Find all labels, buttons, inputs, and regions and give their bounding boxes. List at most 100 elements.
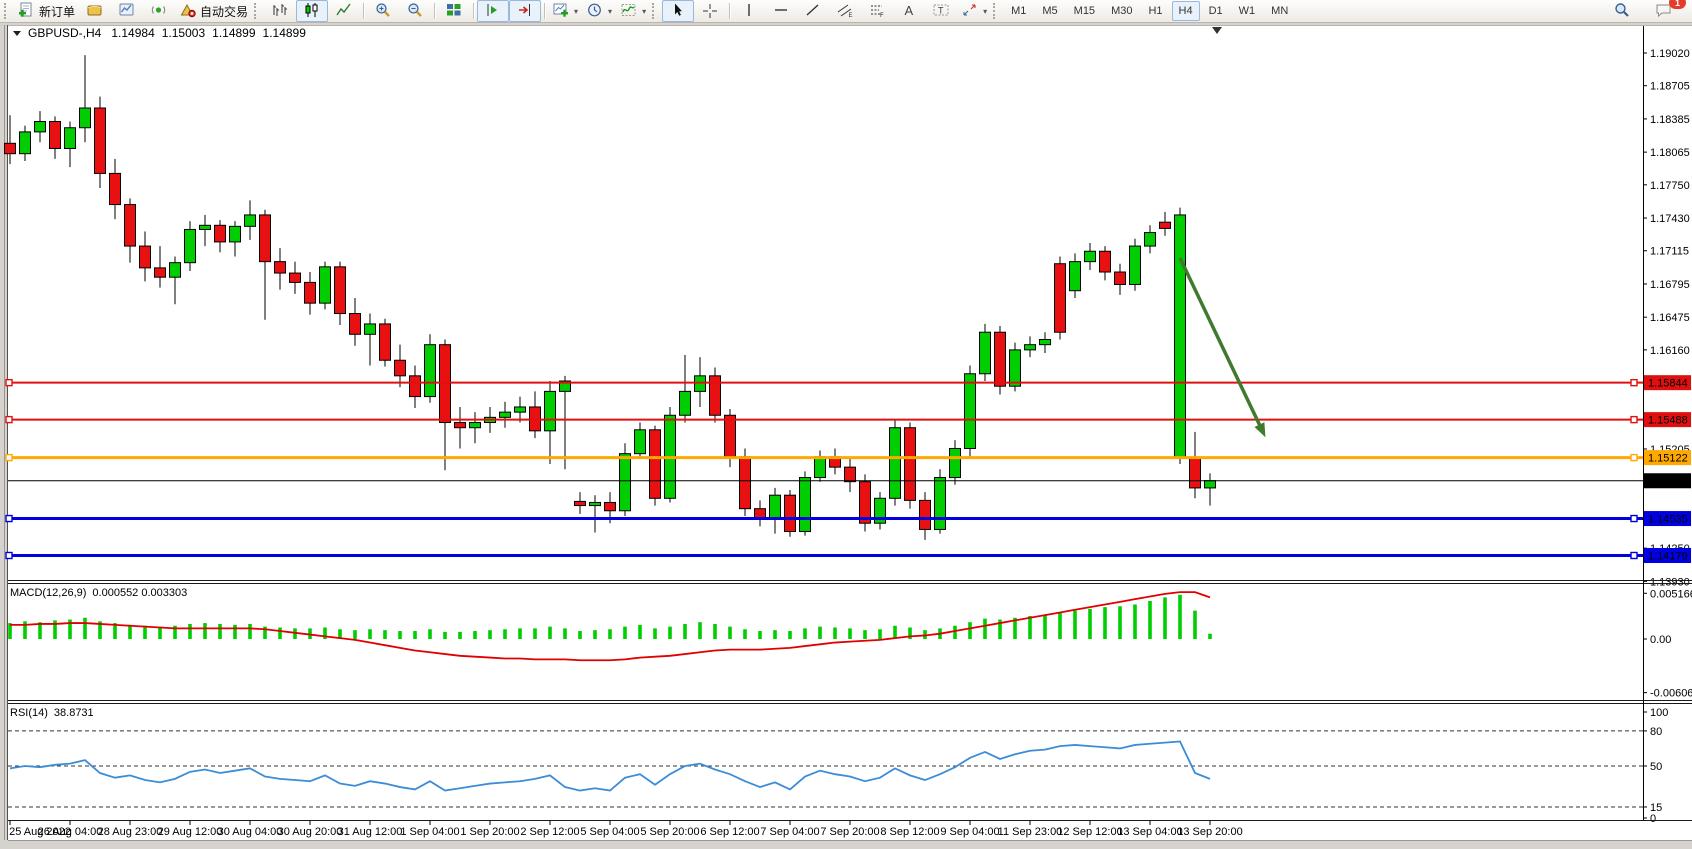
line-handle[interactable] [1630,453,1638,462]
line-handle[interactable] [1630,551,1638,560]
macd-bar [128,624,132,639]
macd-bar [8,623,12,639]
signals-button[interactable] [143,0,175,22]
chart-client-area[interactable] [8,25,1692,840]
macd-bar [758,631,762,639]
svg-text:A: A [905,3,914,18]
tile-windows-button[interactable] [438,0,470,22]
chart-shift-marker[interactable] [1212,27,1222,34]
candle-body [229,225,241,243]
macd-bar [503,629,507,639]
fibonacci-button[interactable]: F [861,0,893,22]
arrow-head[interactable] [1254,422,1266,438]
timeframe-m15-button[interactable]: M15 [1073,5,1096,17]
time-tick-label: 5 Sep 04:00 [580,826,639,838]
candle-body [574,500,586,507]
timeframe-mn-button[interactable]: MN [1271,5,1289,17]
search-button[interactable] [1606,0,1638,22]
notifications-button[interactable]: 1 [1648,0,1686,22]
line-handle[interactable] [1630,415,1638,424]
chart-shift-button[interactable] [477,0,510,22]
text-label-button[interactable]: T [925,0,957,22]
text-button[interactable]: A [893,0,925,22]
timeframe-h1-button[interactable]: H1 [1148,5,1163,17]
line-handle[interactable] [5,378,13,387]
line-handle[interactable] [1630,378,1638,387]
candle-body [619,453,631,512]
candle-body [1204,480,1216,489]
price-tick-label: 1.13930 [1650,576,1690,588]
timeframe-d1-button[interactable]: D1 [1208,5,1223,17]
horizontal-line-button[interactable] [765,0,797,22]
timeframe-h4-button[interactable]: H4 [1171,1,1200,21]
equidistant-channel-button[interactable]: E [829,0,861,22]
candle-body [409,375,421,398]
profiles-dropdown-arrow[interactable]: ▾ [608,6,613,16]
timeframe-m5-button[interactable]: M5 [1042,5,1058,17]
price-line-badge [1644,547,1691,563]
indicators-button[interactable]: ▾ [616,0,650,22]
line-handle[interactable] [5,551,13,560]
candle-body [1054,263,1066,333]
toolbar-separator [473,3,475,19]
candle-body [1069,261,1081,292]
candle-body [799,477,811,533]
data-window-button[interactable] [111,0,143,22]
arrows-button[interactable]: ▾ [957,0,991,22]
macd-bar [1073,610,1077,639]
candle-body [1129,245,1141,285]
toolbar-grip[interactable] [652,3,658,19]
macd-panel[interactable] [8,591,1212,662]
zoom-in-button[interactable] [367,0,399,22]
zoom-out-button[interactable] [399,0,431,22]
toolbar-grip[interactable] [993,3,999,19]
axes-layer[interactable]: 1.19020 1.18705 1.18385 1.18065 1.17750 1.174… [9,48,1692,838]
auto-scroll-button[interactable] [509,0,542,22]
trendline-button[interactable] [797,0,829,22]
vertical-line-button[interactable] [733,0,765,22]
macd-bar [488,630,492,639]
candle-body [454,422,466,429]
arrows-dropdown-arrow[interactable]: ▾ [983,6,988,16]
time-axis[interactable] [8,821,1643,840]
rsi-panel[interactable] [8,730,1643,808]
candle-body [94,107,106,174]
time-tick-label: 29 Aug 12:00 [158,826,223,838]
macd-bar [548,626,552,639]
bar-chart-button[interactable] [264,0,296,22]
line-handle[interactable] [1630,514,1638,523]
candle-body [304,281,316,304]
candle-body [379,323,391,361]
auto-trading-button[interactable]: 自动交易 [175,0,252,22]
timeframe-m30-button[interactable]: M30 [1111,5,1133,17]
line-chart-button[interactable] [328,0,360,22]
chart-menu-arrow-icon[interactable] [13,31,21,36]
candle-body [169,262,181,278]
candlestick-chart-button[interactable] [296,0,329,22]
line-handle[interactable] [5,453,13,462]
profiles-button[interactable]: ▾ [582,0,616,22]
new-chart-dropdown-arrow[interactable]: ▾ [574,6,579,16]
line-handle[interactable] [5,514,13,523]
new-chart-button[interactable]: ▾ [548,0,582,22]
macd-bar [1013,617,1017,639]
time-tick-label: 7 Sep 20:00 [820,826,879,838]
timeframe-m1-button[interactable]: M1 [1011,5,1027,17]
crosshair-button[interactable] [694,0,726,22]
cursor-icon [669,2,687,21]
time-tick-label: 5 Sep 20:00 [640,826,699,838]
toolbar-grip[interactable] [254,3,260,19]
line-handle[interactable] [5,415,13,424]
svg-text:E: E [849,13,853,18]
time-tick-label: 25 Aug 2022 [9,826,71,838]
cursor-button[interactable] [662,0,695,22]
market-watch-button[interactable] [79,0,111,22]
arrow-annotation[interactable] [1178,257,1264,431]
timeframe-w1-button[interactable]: W1 [1238,5,1256,17]
toolbar-grip[interactable] [4,3,10,19]
main-chart-panel[interactable] [4,55,1644,560]
price-axis[interactable] [1644,25,1692,820]
new-order-button[interactable]: 新订单 [14,0,79,22]
indicators-dropdown-arrow[interactable]: ▾ [642,6,647,16]
